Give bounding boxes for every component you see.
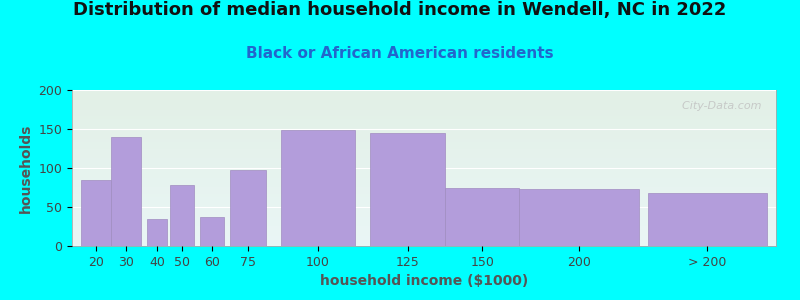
Bar: [230, 170, 266, 246]
X-axis label: household income ($1000): household income ($1000): [320, 274, 528, 288]
Text: Black or African American residents: Black or African American residents: [246, 46, 554, 62]
Text: City-Data.com: City-Data.com: [675, 101, 762, 111]
Bar: [110, 137, 141, 246]
Bar: [281, 130, 355, 246]
Bar: [81, 180, 110, 246]
Bar: [519, 189, 638, 246]
Text: Distribution of median household income in Wendell, NC in 2022: Distribution of median household income …: [74, 2, 726, 20]
Y-axis label: households: households: [19, 123, 33, 213]
Bar: [648, 193, 767, 246]
Bar: [200, 217, 224, 246]
Bar: [170, 185, 194, 246]
Bar: [370, 133, 445, 246]
Bar: [445, 188, 519, 246]
Bar: [146, 219, 167, 246]
